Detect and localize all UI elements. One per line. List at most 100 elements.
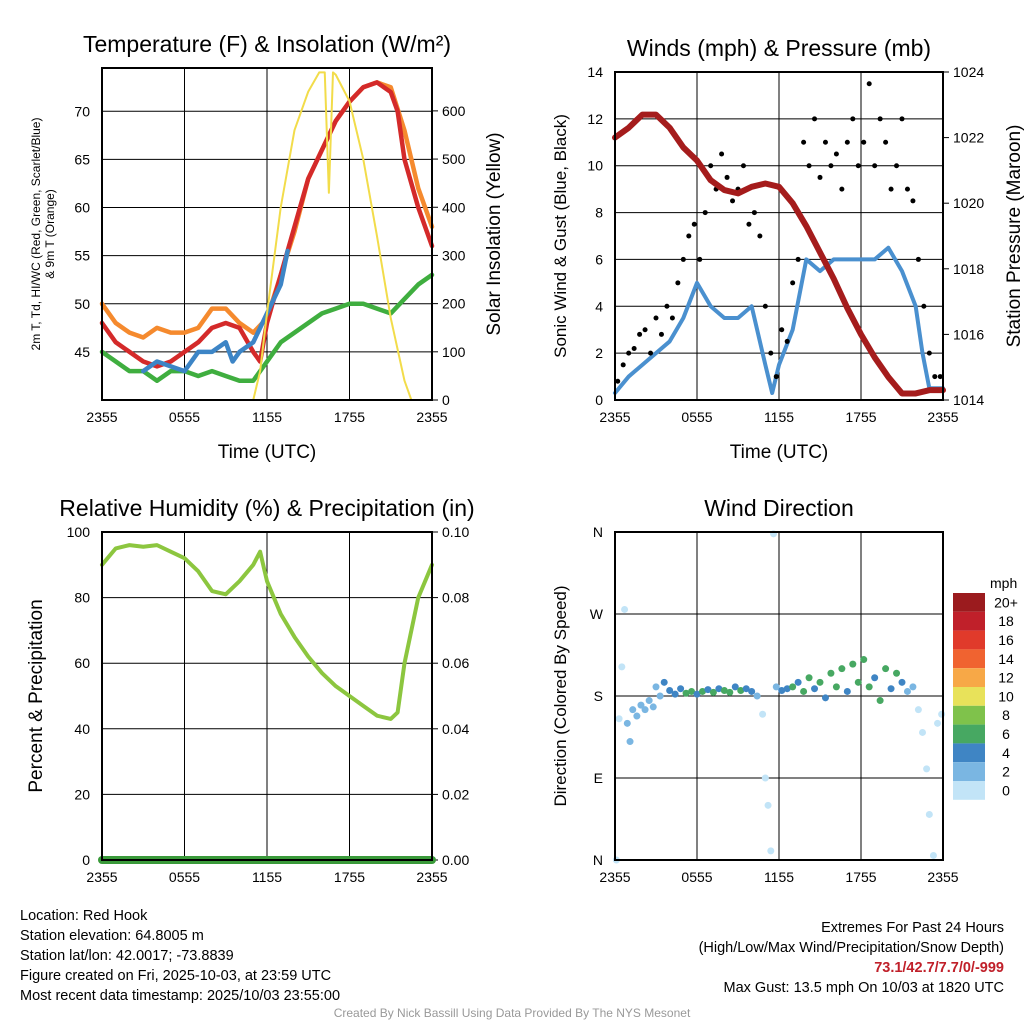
y2-tick-label: 500 xyxy=(442,151,466,167)
colorbar-label: 4 xyxy=(1002,745,1010,761)
series-solar-insolation xyxy=(101,71,433,401)
direction-point xyxy=(887,685,895,693)
direction-point xyxy=(753,692,761,700)
speed-colorbar: mph 20+ 18 16 14 12 10 8 6 4 2 0 xyxy=(953,575,1018,800)
gust-point xyxy=(883,139,889,145)
pressure-y-label: Station Pressure (Maroon) xyxy=(1004,125,1024,348)
gust-point xyxy=(664,303,670,309)
colorbar-swatch xyxy=(953,724,985,744)
y-tick-label: 0 xyxy=(82,852,90,868)
gust-point xyxy=(877,116,883,122)
extremes-info: Extremes For Past 24 Hours (High/Low/Max… xyxy=(699,918,1004,998)
gust-point xyxy=(730,198,736,204)
x-tick-label: 2355 xyxy=(599,869,630,885)
direction-point xyxy=(693,690,701,698)
direction-point xyxy=(860,656,868,664)
gust-point xyxy=(680,256,686,262)
y-tick-label: N xyxy=(593,524,603,540)
gust-point xyxy=(779,327,785,333)
colorbar-label: 2 xyxy=(1002,764,1010,780)
x-tick-label: 1155 xyxy=(764,409,794,425)
elevation-text: Station elevation: 64.8005 m xyxy=(20,928,204,944)
direction-point xyxy=(805,674,813,682)
gust-point xyxy=(866,81,872,87)
y-tick-label: 8 xyxy=(595,205,603,221)
colorbar-label: 0 xyxy=(1002,782,1010,798)
gust-point xyxy=(822,139,828,145)
gust-point xyxy=(795,256,801,262)
y2-tick-label: 1024 xyxy=(953,64,984,80)
gust-point xyxy=(833,151,839,157)
direction-point xyxy=(929,851,937,859)
direction-point xyxy=(704,686,712,694)
gust-point xyxy=(653,315,659,321)
temperature-y-label-2: & 9m T (Orange) xyxy=(43,189,57,279)
y2-tick-label: 300 xyxy=(442,247,466,263)
colorbar-label: 12 xyxy=(998,670,1014,686)
direction-point xyxy=(677,685,685,693)
direction-point xyxy=(764,801,772,809)
direction-point xyxy=(615,715,623,723)
x-tick-label: 1155 xyxy=(252,869,282,885)
x-tick-label: 0555 xyxy=(169,409,200,425)
gust-point xyxy=(932,374,938,380)
gust-point xyxy=(746,221,752,227)
gust-point xyxy=(675,280,681,286)
x-tick-label: 0555 xyxy=(169,869,200,885)
y2-tick-label: 1016 xyxy=(953,326,984,342)
colorbar-label: 20+ xyxy=(994,594,1018,610)
direction-point xyxy=(623,719,631,727)
y-tick-label: 80 xyxy=(74,590,90,606)
gust-point xyxy=(806,163,812,169)
colorbar-swatch xyxy=(953,611,985,631)
gust-point xyxy=(915,256,921,262)
direction-point xyxy=(854,678,862,686)
winds-x-label: Time (UTC) xyxy=(730,442,829,463)
y2-tick-label: 0.06 xyxy=(442,655,469,671)
gust-point xyxy=(631,345,637,351)
y2-tick-label: 0.02 xyxy=(442,786,469,802)
colorbar-label: 18 xyxy=(998,613,1014,629)
colorbar-title: mph xyxy=(990,575,1017,591)
series-td xyxy=(99,272,435,384)
colorbar-label: 14 xyxy=(998,651,1014,667)
y-tick-label: 14 xyxy=(587,64,603,80)
y-tick-label: W xyxy=(590,606,604,622)
y2-tick-label: 0.08 xyxy=(442,590,469,606)
y-tick-label: 4 xyxy=(595,298,603,314)
series-sonic-wind xyxy=(613,245,945,395)
direction-point xyxy=(865,683,873,691)
gust-point xyxy=(888,186,894,192)
direction-point xyxy=(821,694,829,702)
direction-point xyxy=(816,678,824,686)
y-tick-label: 12 xyxy=(587,111,603,127)
direction-point xyxy=(923,765,931,773)
gust-point xyxy=(801,139,807,145)
extremes-legend: (High/Low/Max Wind/Precipitation/Snow De… xyxy=(698,940,1004,956)
gust-point xyxy=(669,315,675,321)
direction-point xyxy=(660,678,668,686)
x-tick-label: 2355 xyxy=(927,409,958,425)
gust-point xyxy=(872,163,878,169)
direction-point xyxy=(767,847,775,855)
colorbar-label: 16 xyxy=(998,632,1014,648)
gust-point xyxy=(740,163,746,169)
direction-point xyxy=(742,685,750,693)
colorbar-label: 8 xyxy=(1002,707,1010,723)
direction-point xyxy=(649,703,657,711)
colorbar-swatch xyxy=(953,630,985,650)
gust-point xyxy=(910,198,916,204)
plot-border xyxy=(101,531,433,861)
direction-point xyxy=(783,685,791,693)
latlon-text: Station lat/lon: 42.0017; -73.8839 xyxy=(20,948,234,964)
gust-point xyxy=(768,350,774,356)
x-tick-label: 1755 xyxy=(334,869,365,885)
x-tick-label: 2355 xyxy=(86,409,117,425)
y2-tick-label: 200 xyxy=(442,296,466,312)
colorbar-swatch xyxy=(953,649,985,669)
colorbar-label: 10 xyxy=(998,688,1014,704)
direction-point xyxy=(759,710,767,718)
direction-point xyxy=(811,685,819,693)
y-tick-label: 100 xyxy=(67,524,91,540)
